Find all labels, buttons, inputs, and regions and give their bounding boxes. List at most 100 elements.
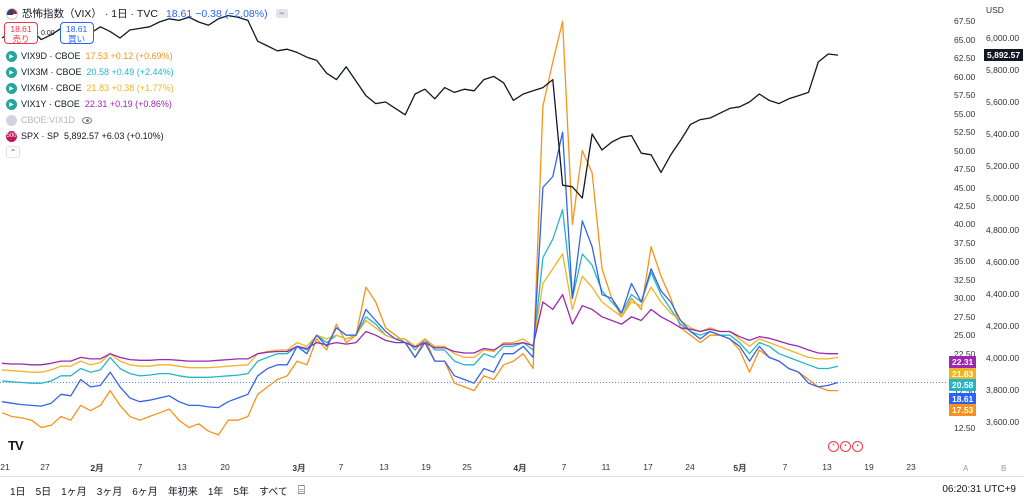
legend-name: VIX1Y · CBOE [21, 99, 80, 109]
legend-item[interactable]: CBOE:VIX1D [6, 112, 174, 128]
spx-axis-tick: 5,800.00 [986, 65, 1020, 75]
vix-axis-tick: 47.50 [954, 164, 976, 175]
vix-axis-tick: 37.50 [954, 237, 976, 248]
legend-item[interactable]: 500 SPX · SP 5,892.57 +6.03 (+0.10%) [6, 128, 174, 144]
play-icon: ▶ [6, 50, 17, 62]
spx-axis-tick: 5,200.00 [986, 161, 1020, 171]
vix-axis-tick: 62.50 [954, 53, 976, 64]
price-tag: 21.83 [949, 368, 977, 380]
range-button[interactable]: 3ヶ月 [96, 487, 123, 498]
spx-axis-tick: 3,800.00 [986, 385, 1020, 395]
time-axis-tick: 13 [177, 462, 187, 472]
vix-axis-tick: 22.50 [954, 348, 976, 359]
vix-axis-tick: 25.00 [954, 330, 976, 341]
legend-name: VIX6M · CBOE [21, 83, 82, 93]
chart-svg[interactable] [0, 0, 946, 462]
time-axis-tick: 27 [40, 462, 50, 472]
current-price: 18.61 [165, 7, 193, 20]
time-axis-tick: 4月 [513, 463, 527, 473]
legend-item[interactable]: ▶ VIX9D · CBOE 17.53 +0.12 (+0.69%) [6, 48, 174, 64]
us-flag-icon[interactable]: ▪ [852, 441, 863, 452]
time-axis-tick: 19 [864, 462, 874, 472]
series-line-vix3m[interactable] [1, 209, 839, 384]
legend-value: 21.83 +0.38 (+1.77%) [86, 83, 174, 93]
series-line-vix9d[interactable] [1, 20, 838, 436]
spx-price-scale[interactable]: USD 6,000.00 5,800.00 5,600.00 5,400.00 5,20… [982, 0, 1024, 462]
minus-icon[interactable]: − [275, 9, 288, 18]
spx-price-tag: 5,892.57 [984, 49, 1024, 62]
time-axis-tick: 25 [462, 462, 472, 472]
price-tag: 22.31 [949, 356, 977, 368]
time-axis-tick: 13 [379, 462, 389, 472]
hidden-icon [6, 114, 17, 126]
range-button[interactable]: 1年 [207, 487, 224, 498]
series-line-vix6m[interactable] [1, 253, 839, 373]
legend-item[interactable]: ▶ VIX1Y · CBOE 22.31 +0.19 (+0.86%) [6, 96, 174, 112]
spx-axis-tick: 5,400.00 [986, 129, 1020, 139]
play-icon: ▶ [6, 82, 17, 94]
series-line-vix1y[interactable] [1, 293, 838, 366]
sell-price: 18.61 [10, 24, 32, 34]
spx-axis-tick: 4,200.00 [986, 321, 1020, 331]
time-axis-tick: 7 [782, 462, 788, 472]
legend-value: 20.58 +0.49 (+2.44%) [86, 67, 174, 77]
chart-plot-area[interactable] [0, 0, 946, 462]
time-axis-tick: 5月 [733, 463, 747, 473]
vix-axis-tick: 27.50 [954, 311, 976, 322]
tradingview-logo-icon[interactable]: TV [8, 438, 24, 453]
legend-item[interactable]: ▶ VIX6M · CBOE 21.83 +0.38 (+1.77%) [6, 80, 174, 96]
vix-axis-tick: 30.00 [954, 293, 976, 304]
spx-axis-tick: 4,600.00 [986, 257, 1020, 267]
range-button[interactable]: 6ヶ月 [132, 487, 158, 498]
price-change: −0.38 (−2.08%) [195, 7, 268, 20]
vix-axis-tick: 40.00 [954, 219, 976, 230]
clock-time[interactable]: 06:20:31 UTC+9 [942, 484, 1016, 495]
series-line-vix[interactable] [1, 131, 839, 409]
vix-price-scale[interactable]: 67.50 65.00 62.50 60.00 57.50 55.00 52.50 50.00… [946, 0, 982, 462]
vix-axis-tick: 12.50 [954, 422, 976, 433]
vix-axis-tick: 60.00 [954, 71, 976, 82]
spx-axis-tick: 3,600.00 [986, 417, 1020, 427]
price-tag: 18.61 [949, 393, 977, 405]
time-axis[interactable]: 21 27 2月 7 13 20 3月 7 13 19 25 4月 7 11 17 24 5月 7 13 19 23 [0, 462, 946, 476]
symbol-title[interactable]: 恐怖指数（VIX） · 1日 · TVC [22, 8, 158, 20]
range-button[interactable]: すべて [258, 487, 288, 498]
spx-axis-tick: 5,000.00 [986, 193, 1020, 203]
range-button[interactable]: 年初来 [167, 487, 198, 498]
scale-b-button[interactable]: B [1001, 464, 1007, 473]
eye-icon[interactable] [82, 116, 93, 124]
vix-axis-tick: 52.50 [954, 127, 976, 138]
us-flag-icon[interactable]: ▪ [840, 441, 851, 452]
range-button[interactable]: 1ヶ月 [61, 487, 87, 498]
event-markers: ⚡ ▪ ▪ [828, 441, 864, 452]
buy-price: 18.61 [65, 24, 88, 34]
lightning-icon[interactable]: ⚡ [828, 441, 839, 452]
time-axis-tick: 3月 [292, 463, 306, 473]
price-tag: 20.58 [949, 379, 977, 391]
time-axis-tick: 19 [421, 462, 431, 472]
range-button[interactable]: 5年 [233, 487, 249, 498]
range-button[interactable]: 1日 [10, 487, 26, 498]
vix-axis-tick: 32.50 [954, 274, 976, 285]
vix-axis-tick: 65.00 [954, 34, 976, 45]
time-axis-tick: 21 [0, 462, 10, 472]
range-button[interactable]: 5日 [35, 487, 52, 498]
time-axis-tick: 7 [561, 462, 567, 472]
us-flag-icon [6, 7, 18, 20]
auto-scale-button[interactable]: A [963, 464, 969, 473]
vix-axis-tick: 50.00 [954, 145, 976, 156]
calendar-range-icon[interactable]: ⌸ [297, 483, 306, 497]
sell-button[interactable]: 18.61 売り [4, 22, 38, 44]
series-line-spx[interactable] [1, 14, 839, 199]
legend-name: SPX · SP [21, 131, 60, 141]
legend-item[interactable]: ▶ VIX3M · CBOE 20.58 +0.49 (+2.44%) [6, 64, 174, 80]
currency-label[interactable]: USD [986, 5, 1004, 15]
buy-button[interactable]: 18.61 買い [59, 22, 94, 44]
buy-sell-panel: 18.61 売り 0.00 18.61 買い [4, 22, 94, 44]
time-axis-tick: 24 [685, 462, 695, 472]
collapse-legend-icon[interactable]: ⌃ [6, 146, 20, 158]
vix-axis-tick: 67.50 [954, 16, 976, 27]
time-axis-tick: 20 [220, 462, 230, 472]
time-axis-tick: 13 [822, 462, 832, 472]
play-icon: ▶ [6, 66, 17, 78]
